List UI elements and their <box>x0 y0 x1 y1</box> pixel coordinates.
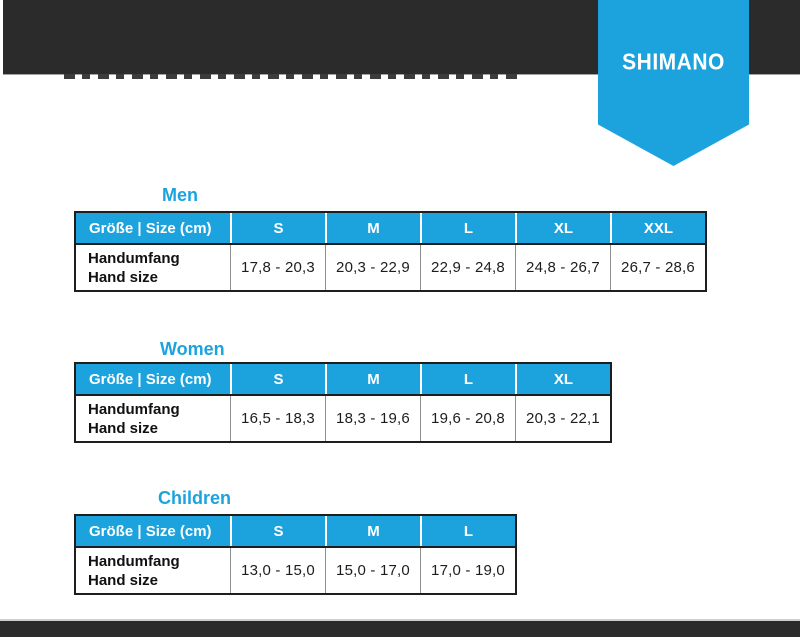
size-table-women: Größe | Size (cm) S M L XL Handumfang Ha… <box>74 362 612 443</box>
row-label-en: Hand size <box>88 268 159 286</box>
size-column-header: M <box>325 364 420 394</box>
section-heading-men: Men <box>162 185 198 205</box>
size-table-men: Größe | Size (cm) S M L XL XXL Handumfan… <box>74 211 707 292</box>
size-column-header: XXL <box>610 213 705 243</box>
corner-header-cell: Größe | Size (cm) <box>89 370 212 388</box>
table-header-row: Größe | Size (cm) S M L XL <box>76 364 610 394</box>
table-body-row: Handumfang Hand size 13,0 - 15,0 15,0 - … <box>76 546 515 593</box>
clipped-title-fragments <box>64 74 522 79</box>
row-label-cell: Handumfang Hand size <box>76 396 230 441</box>
size-column-header: M <box>325 213 420 243</box>
size-column-header: L <box>420 364 515 394</box>
size-column-header: L <box>420 516 515 546</box>
size-column-header: S <box>230 516 325 546</box>
row-label-en: Hand size <box>88 571 159 589</box>
size-range-cell: 22,9 - 24,8 <box>420 245 515 290</box>
size-column-header: M <box>325 516 420 546</box>
row-label-de: Handumfang <box>88 552 180 570</box>
size-range-cell: 17,0 - 19,0 <box>420 548 515 593</box>
row-label-en: Hand size <box>88 419 159 437</box>
row-label-cell: Handumfang Hand size <box>76 245 230 290</box>
size-range-cell: 17,8 - 20,3 <box>230 245 325 290</box>
size-column-header: XL <box>515 213 610 243</box>
row-label-de: Handumfang <box>88 400 180 418</box>
size-range-cell: 20,3 - 22,1 <box>515 396 610 441</box>
size-range-cell: 20,3 - 22,9 <box>325 245 420 290</box>
size-column-header: L <box>420 213 515 243</box>
row-label-de: Handumfang <box>88 249 180 267</box>
size-column-header: S <box>230 213 325 243</box>
size-range-cell: 18,3 - 19,6 <box>325 396 420 441</box>
shimano-ribbon: SHIMANO <box>598 0 749 166</box>
size-column-header: S <box>230 364 325 394</box>
table-header-row: Größe | Size (cm) S M L <box>76 516 515 546</box>
size-range-cell: 24,8 - 26,7 <box>515 245 610 290</box>
size-range-cell: 13,0 - 15,0 <box>230 548 325 593</box>
size-range-cell: 26,7 - 28,6 <box>610 245 705 290</box>
section-heading-women: Women <box>160 339 225 359</box>
size-range-cell: 19,6 - 20,8 <box>420 396 515 441</box>
corner-header-cell: Größe | Size (cm) <box>89 522 212 540</box>
bottom-banner <box>0 619 800 637</box>
table-header-row: Größe | Size (cm) S M L XL XXL <box>76 213 705 243</box>
table-body-row: Handumfang Hand size 16,5 - 18,3 18,3 - … <box>76 394 610 441</box>
size-table-children: Größe | Size (cm) S M L Handumfang Hand … <box>74 514 517 595</box>
row-label-cell: Handumfang Hand size <box>76 548 230 593</box>
corner-header-cell: Größe | Size (cm) <box>89 219 212 237</box>
table-body-row: Handumfang Hand size 17,8 - 20,3 20,3 - … <box>76 243 705 290</box>
size-range-cell: 15,0 - 17,0 <box>325 548 420 593</box>
size-range-cell: 16,5 - 18,3 <box>230 396 325 441</box>
shimano-logo: SHIMANO <box>622 49 725 76</box>
section-heading-children: Children <box>158 488 232 508</box>
size-column-header: XL <box>515 364 610 394</box>
